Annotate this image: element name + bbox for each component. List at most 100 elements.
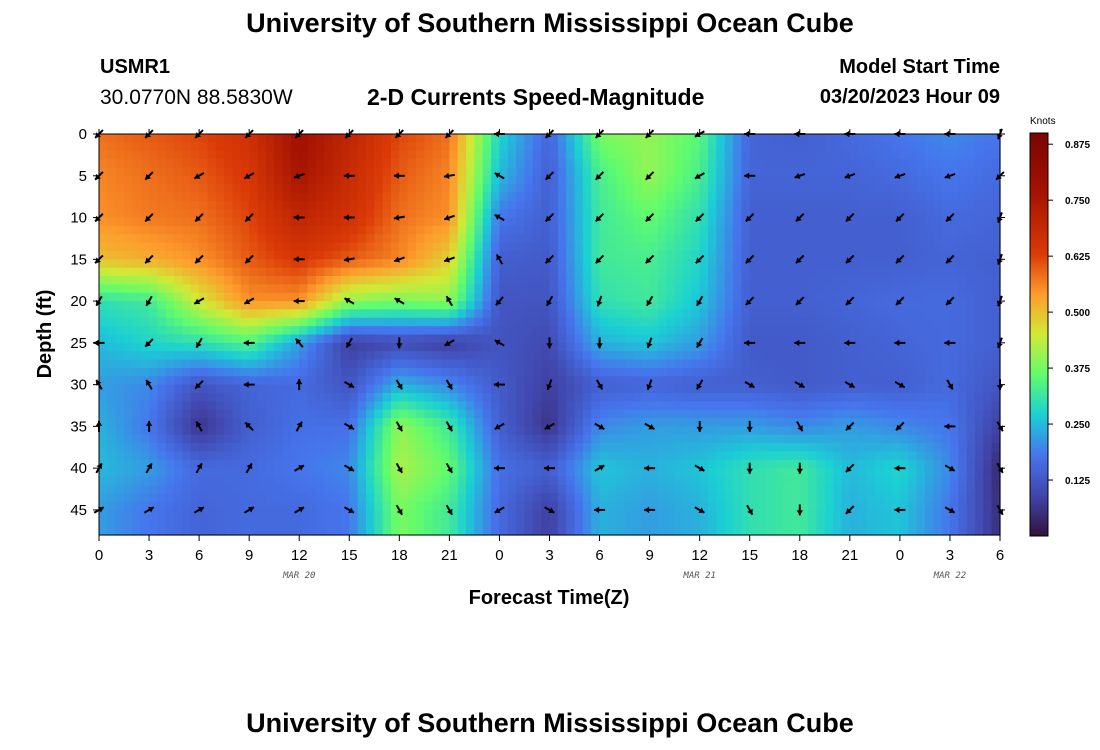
- heatmap-cell: [249, 159, 259, 169]
- heatmap-cell: [649, 301, 659, 311]
- heatmap-cell: [424, 250, 434, 260]
- heatmap-cell: [416, 367, 425, 377]
- heatmap-cell: [866, 342, 876, 352]
- heatmap-cell: [891, 443, 901, 453]
- heatmap-cell: [699, 493, 709, 503]
- heatmap-cell: [858, 259, 868, 269]
- heatmap-cell: [432, 184, 442, 194]
- heatmap-cell: [741, 351, 751, 361]
- heatmap-cell: [733, 484, 742, 494]
- heatmap-cell: [115, 167, 125, 177]
- heatmap-cell: [157, 426, 167, 436]
- heatmap-cell: [374, 342, 384, 352]
- heatmap-cell: [274, 284, 284, 294]
- heatmap-cell: [849, 409, 859, 419]
- heatmap-cell: [115, 267, 125, 277]
- heatmap-cell: [474, 359, 484, 369]
- heatmap-cell: [749, 167, 759, 177]
- heatmap-cell: [783, 167, 793, 177]
- heatmap-cell: [774, 434, 784, 444]
- heatmap-cell: [215, 242, 225, 252]
- heatmap-cell: [357, 225, 367, 235]
- heatmap-cell: [299, 250, 309, 260]
- heatmap-cell: [924, 451, 934, 461]
- heatmap-cell: [624, 267, 634, 277]
- heatmap-cell: [315, 392, 325, 402]
- heatmap-cell: [257, 284, 267, 294]
- heatmap-cell: [532, 451, 542, 461]
- heatmap-cell: [390, 376, 400, 386]
- heatmap-cell: [232, 309, 242, 319]
- heatmap-cell: [324, 142, 334, 152]
- heatmap-cell: [349, 401, 359, 411]
- heatmap-cell: [349, 259, 359, 269]
- heatmap-cell: [374, 434, 384, 444]
- heatmap-cell: [624, 334, 634, 344]
- heatmap-cell: [99, 451, 108, 461]
- heatmap-cell: [507, 484, 517, 494]
- heatmap-cell: [791, 326, 801, 336]
- heatmap-cell: [733, 301, 742, 311]
- heatmap-cell: [666, 200, 676, 210]
- heatmap-cell: [891, 376, 901, 386]
- heatmap-cell: [240, 159, 250, 169]
- heatmap-cell: [390, 301, 400, 311]
- heatmap-cell: [299, 217, 309, 227]
- heatmap-cell: [432, 509, 442, 519]
- heatmap-cell: [349, 351, 359, 361]
- heatmap-cell: [724, 209, 734, 219]
- heatmap-cell: [916, 376, 926, 386]
- heatmap-cell: [507, 259, 517, 269]
- heatmap-cell: [149, 359, 158, 369]
- heatmap-cell: [557, 351, 567, 361]
- heatmap-cell: [115, 342, 125, 352]
- heatmap-cell: [616, 309, 626, 319]
- heatmap-cell: [482, 418, 492, 427]
- heatmap-cell: [858, 150, 868, 160]
- heatmap-cell: [966, 392, 976, 402]
- heatmap-cell: [774, 426, 784, 436]
- heatmap-cell: [474, 451, 484, 461]
- heatmap-cell: [149, 326, 158, 336]
- heatmap-cell: [549, 476, 559, 486]
- heatmap-cell: [833, 468, 843, 478]
- heatmap-cell: [933, 292, 943, 302]
- heatmap-cell: [290, 142, 300, 152]
- heatmap-cell: [949, 250, 959, 260]
- heatmap-cell: [466, 192, 476, 202]
- heatmap-cell: [157, 250, 167, 260]
- heatmap-cell: [532, 259, 542, 269]
- heatmap-cell: [232, 209, 242, 219]
- heatmap-cell: [349, 159, 359, 169]
- heatmap-cell: [466, 150, 476, 160]
- heatmap-cell: [132, 451, 142, 461]
- heatmap-cell: [157, 134, 167, 143]
- heatmap-cell: [799, 225, 809, 235]
- heatmap-cell: [340, 443, 350, 453]
- heatmap-cell: [349, 150, 359, 160]
- heatmap-cell: [641, 225, 651, 235]
- heatmap-cell: [532, 426, 542, 436]
- heatmap-cell: [966, 301, 976, 311]
- heatmap-cell: [766, 401, 776, 411]
- heatmap-cell: [674, 509, 684, 519]
- heatmap-cell: [699, 334, 709, 344]
- heatmap-cell: [365, 200, 375, 210]
- heatmap-cell: [941, 326, 951, 336]
- heatmap-cell: [240, 468, 250, 478]
- heatmap-cell: [933, 159, 943, 169]
- heatmap-cell: [599, 326, 609, 336]
- heatmap-cell: [432, 384, 442, 394]
- heatmap-cell: [274, 209, 284, 219]
- heatmap-cell: [574, 150, 584, 160]
- heatmap-cell: [841, 342, 851, 352]
- heatmap-cell: [449, 384, 459, 394]
- heatmap-cell: [924, 359, 934, 369]
- heatmap-cell: [733, 284, 742, 294]
- heatmap-cell: [491, 192, 501, 202]
- heatmap-cell: [482, 142, 492, 152]
- heatmap-cell: [991, 309, 1001, 319]
- heatmap-cell: [774, 175, 784, 185]
- heatmap-cell: [199, 209, 209, 219]
- heatmap-cell: [516, 284, 526, 294]
